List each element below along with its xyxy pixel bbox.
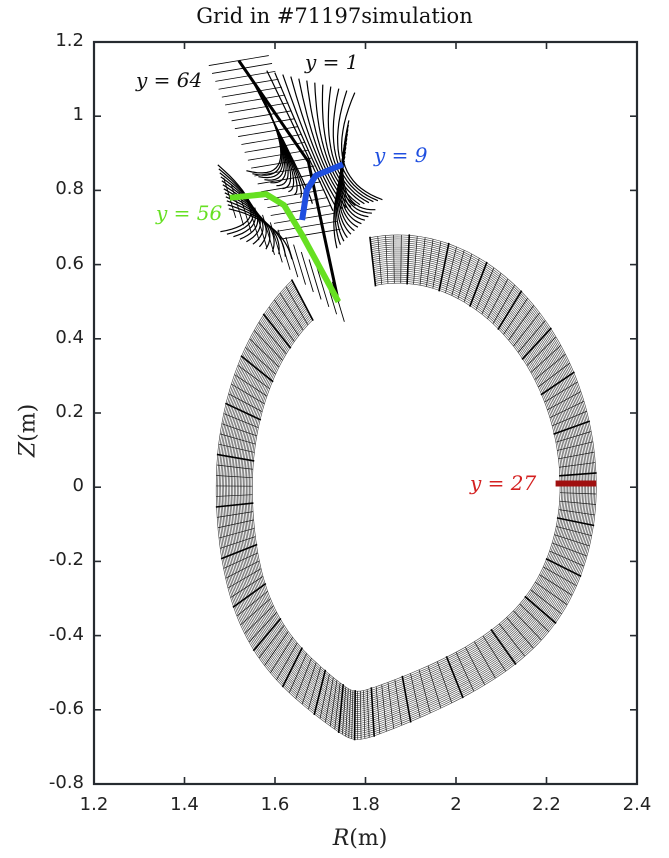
y-axis-label: Z(m) bbox=[15, 403, 41, 458]
x-tick-label: 1.8 bbox=[351, 794, 380, 815]
x-tick-label: 1.6 bbox=[260, 794, 290, 815]
y-tick-label: 0.2 bbox=[55, 401, 84, 422]
annotation-y64: y = 64 bbox=[136, 68, 203, 92]
y-tick-label: 0 bbox=[72, 475, 84, 497]
x-tick-label: 2.4 bbox=[622, 794, 652, 815]
y-tick-label: 0.4 bbox=[55, 326, 84, 348]
annotation-y1: y = 1 bbox=[305, 50, 359, 74]
grid-mesh bbox=[208, 55, 597, 741]
y-tick-label: 1 bbox=[72, 104, 84, 126]
y-tick-label: 0.8 bbox=[55, 178, 84, 200]
annotation-y27: y = 27 bbox=[470, 471, 537, 495]
y-tick-label: 1.2 bbox=[55, 30, 84, 51]
x-axis-label: R(m) bbox=[332, 826, 388, 851]
chart-title: Grid in #71197simulation bbox=[196, 4, 473, 28]
x-tick-label: 2.2 bbox=[532, 794, 561, 815]
y-tick-label: 0.6 bbox=[55, 252, 84, 274]
y-tick-label: -0.2 bbox=[48, 549, 84, 571]
highlighted-grid-lines bbox=[229, 161, 597, 487]
y-tick-label: -0.6 bbox=[48, 697, 84, 719]
annotation-y9: y = 9 bbox=[374, 143, 428, 167]
x-tick-label: 1.2 bbox=[79, 794, 109, 815]
y-tick-label: -0.8 bbox=[48, 772, 84, 793]
x-tick-label: 1.4 bbox=[170, 794, 199, 815]
x-tick-label: 2 bbox=[450, 794, 462, 815]
annotation-y56: y = 56 bbox=[156, 201, 223, 225]
y-tick-label: -0.4 bbox=[48, 623, 84, 645]
axes-box bbox=[92, 40, 639, 786]
